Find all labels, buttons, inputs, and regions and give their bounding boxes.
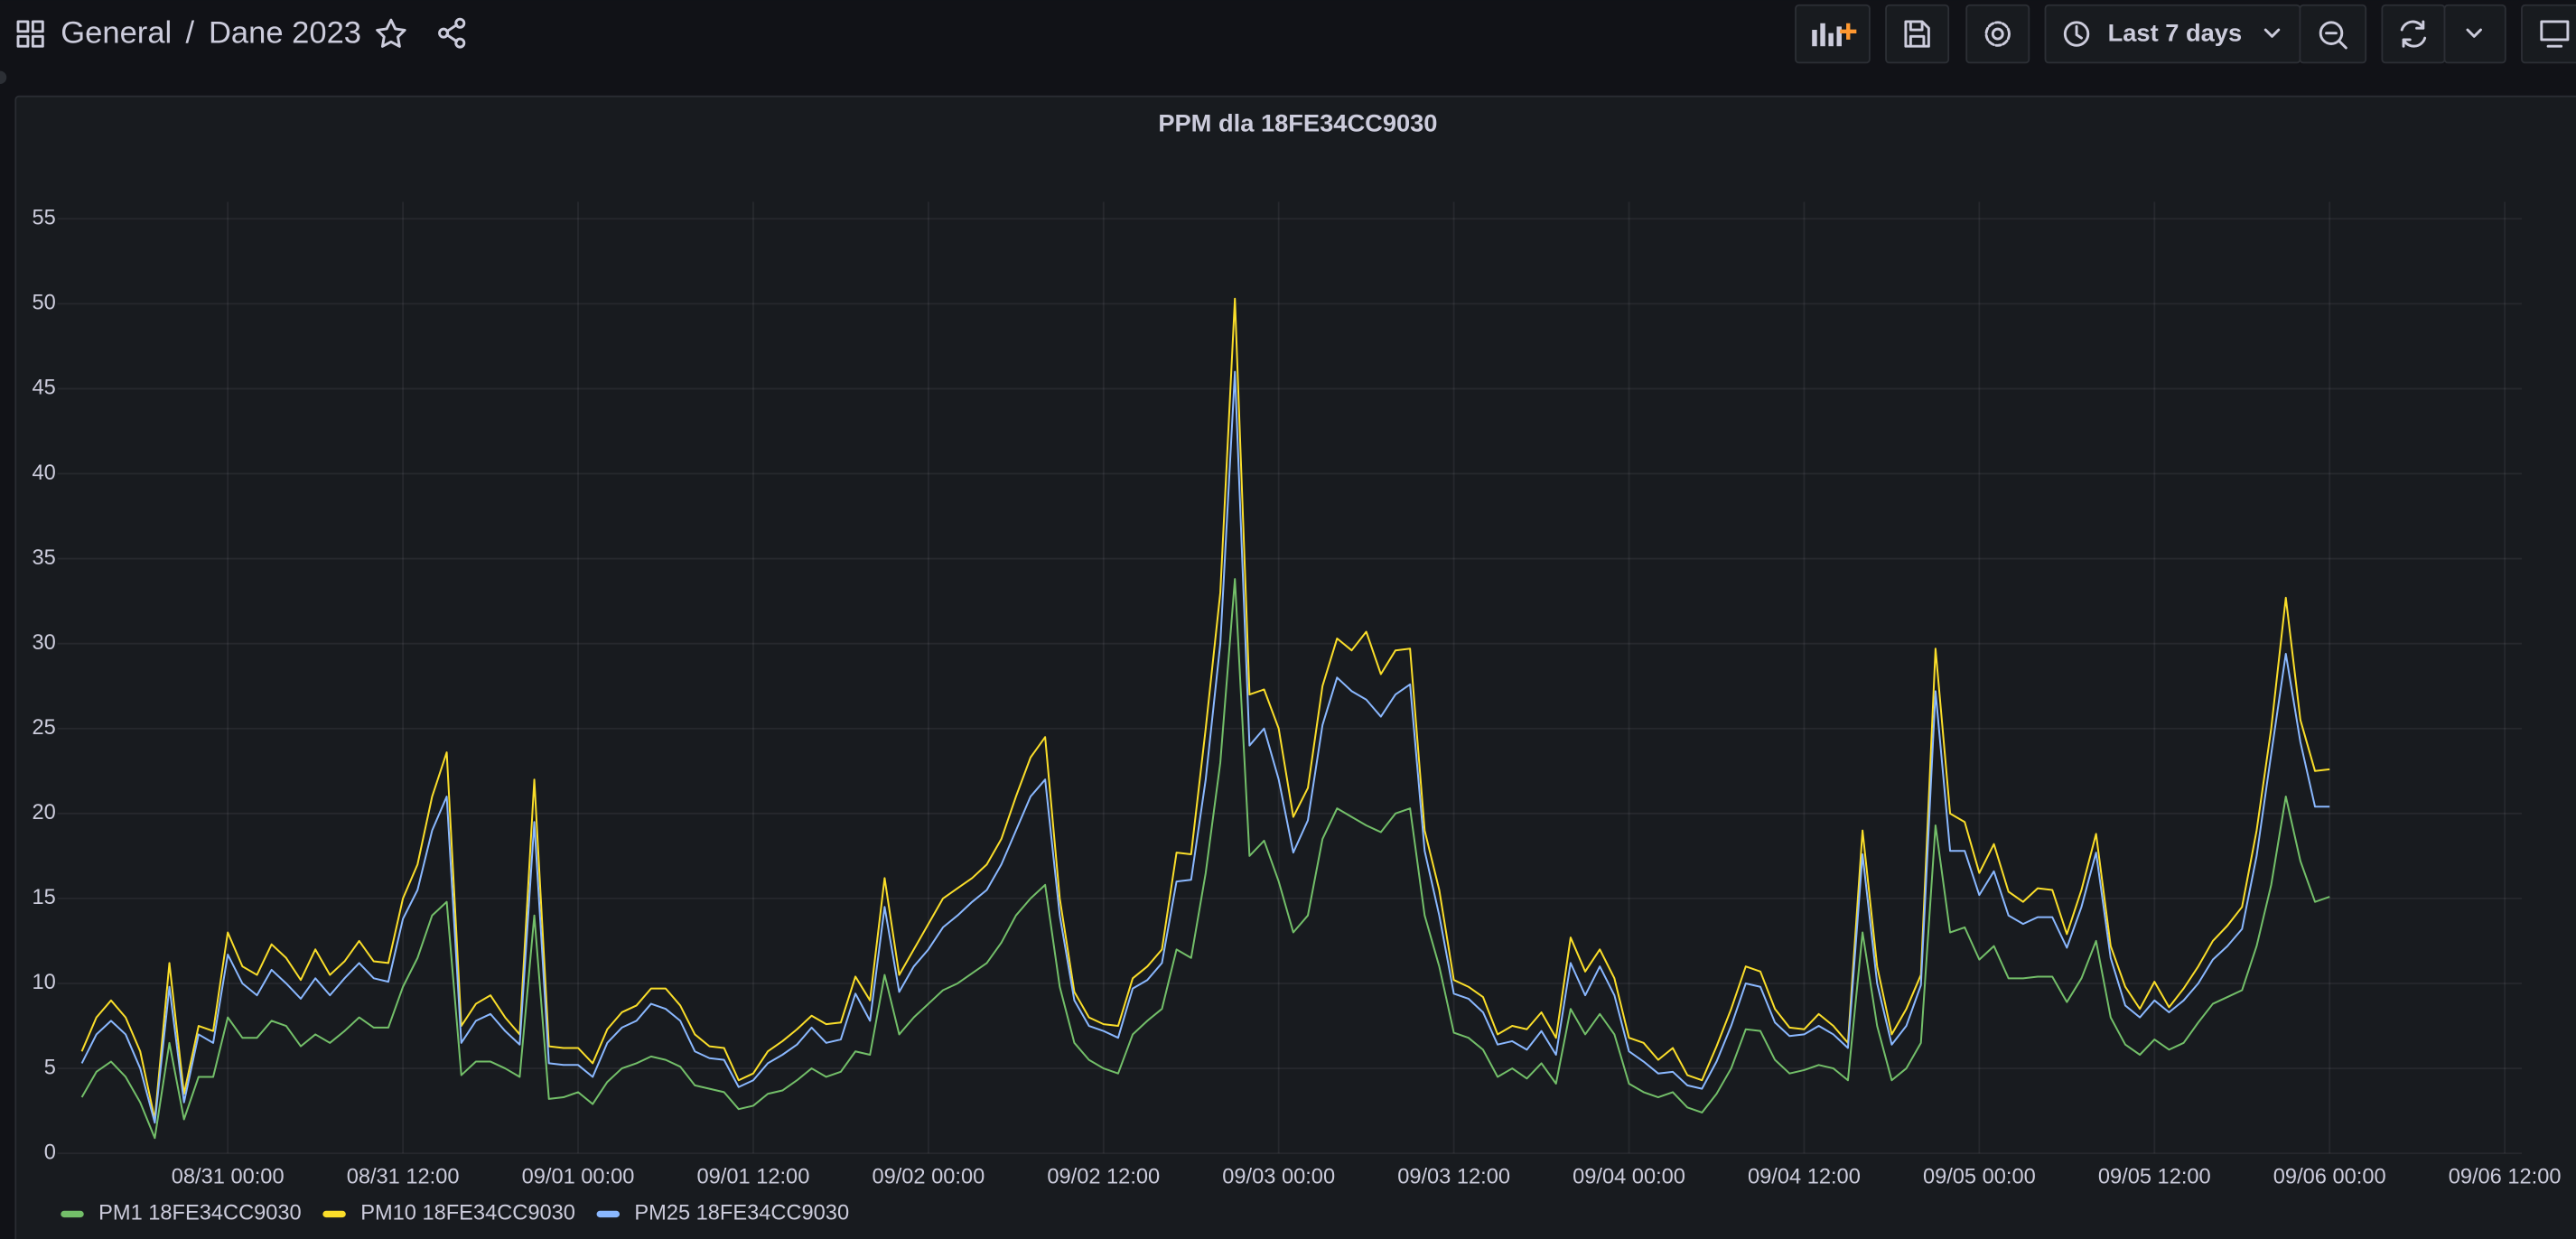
tv-icon xyxy=(2540,20,2570,48)
series-line xyxy=(80,297,2330,1121)
y-tick-label: 10 xyxy=(33,971,56,994)
zoom-out-icon xyxy=(2319,21,2347,50)
y-tick-label: 55 xyxy=(33,207,56,230)
plot xyxy=(80,297,2330,1140)
x-tick-label: 09/03 00:00 xyxy=(1222,1166,1335,1189)
breadcrumb-separator: / xyxy=(186,16,195,51)
legend-swatch xyxy=(596,1210,621,1218)
y-tick-label: 35 xyxy=(33,546,56,570)
x-tick-label: 09/05 12:00 xyxy=(2098,1166,2211,1189)
x-tick-label: 09/03 12:00 xyxy=(1397,1166,1510,1189)
y-tick-label: 45 xyxy=(33,377,56,400)
y-tick-label: 5 xyxy=(44,1056,56,1079)
y-tick-label: 0 xyxy=(44,1141,56,1164)
time-range: Last 7 days xyxy=(2108,19,2243,47)
caret-icon xyxy=(2263,28,2281,38)
series-line xyxy=(80,578,2330,1140)
panel-title: PPM dla 18FE34CC9030 xyxy=(1158,109,1437,137)
caret-icon xyxy=(2466,28,2482,38)
x-tick-label: 08/31 12:00 xyxy=(347,1166,460,1189)
legend-swatch xyxy=(322,1210,346,1218)
y-tick-label: 20 xyxy=(33,801,56,824)
star-icon[interactable] xyxy=(376,18,406,48)
y-tick-label: 40 xyxy=(33,461,56,485)
share-icon[interactable] xyxy=(438,17,466,49)
legend-swatch xyxy=(61,1210,84,1218)
clock-icon xyxy=(2063,21,2090,47)
x-tick-label: 09/05 00:00 xyxy=(1923,1166,2036,1189)
legend-label: PM10 18FE34CC9030 xyxy=(360,1202,575,1225)
add-panel-icon xyxy=(1812,23,1857,47)
x-tick-label: 09/01 12:00 xyxy=(697,1166,810,1189)
panel xyxy=(14,95,2576,1239)
save-icon xyxy=(1904,20,1930,48)
y-tick-label: 50 xyxy=(33,292,56,315)
legend: PM1 18FE34CC9030 PM10 18FE34CC9030 PM25 18… xyxy=(61,1202,849,1225)
x-tick-label: 09/02 12:00 xyxy=(1047,1166,1160,1189)
x-tick-label: 09/06 00:00 xyxy=(2273,1166,2386,1189)
grid: 0 5 10 15 20 25 30 35 40 45 50 55 08/31 00:00 08/31 1… xyxy=(33,201,2562,1189)
refresh-icon xyxy=(2400,20,2427,48)
y-tick-label: 25 xyxy=(33,716,56,740)
x-tick-label: 09/06 12:00 xyxy=(2449,1166,2562,1189)
legend-label: PM25 18FE34CC9030 xyxy=(634,1202,849,1225)
x-tick-label: 08/31 00:00 xyxy=(172,1166,285,1189)
x-tick-label: 09/02 00:00 xyxy=(872,1166,985,1189)
breadcrumb-folder[interactable]: General xyxy=(61,16,172,51)
settings-button[interactable] xyxy=(1965,4,2030,64)
legend-label: PM1 18FE34CC9030 xyxy=(98,1202,302,1225)
apps-icon[interactable] xyxy=(16,20,44,48)
y-tick-label: 30 xyxy=(33,631,56,655)
x-tick-label: 09/01 00:00 xyxy=(522,1166,635,1189)
save-button[interactable] xyxy=(1885,4,1950,64)
settings-icon xyxy=(1984,21,2011,47)
tv-mode-button[interactable] xyxy=(2521,4,2576,64)
dashboard-title[interactable]: Dane 2023 xyxy=(209,16,361,51)
y-tick-label: 15 xyxy=(33,886,56,909)
series-line xyxy=(80,370,2330,1124)
x-tick-label: 09/04 12:00 xyxy=(1748,1166,1861,1189)
refresh-button[interactable] xyxy=(2381,4,2446,64)
x-tick-label: 09/04 00:00 xyxy=(1573,1166,1685,1189)
sidebar-toggle[interactable] xyxy=(0,70,7,85)
